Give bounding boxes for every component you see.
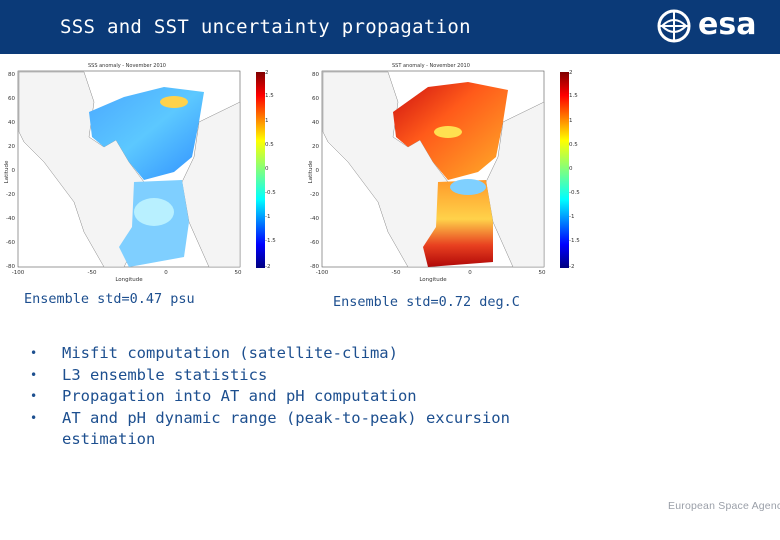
esa-logo-icon [657, 9, 691, 43]
lat-tick: 0 [12, 168, 16, 174]
lat-tick: 80 [8, 72, 15, 78]
sss-anomaly-patch [160, 96, 188, 108]
longitude-ticks: -100 -50 0 50 [316, 270, 546, 276]
footer-agency-name: European Space Agency [668, 500, 780, 512]
lon-tick: -100 [316, 270, 329, 276]
sst-anomaly-patch [450, 179, 486, 195]
colorbar-tick: -1 [265, 214, 270, 220]
colorbar-tick: 2 [265, 70, 269, 76]
colorbar-tick: 1 [265, 118, 269, 124]
colorbar-tick: 0.5 [265, 142, 274, 148]
sst-map-svg: SST anomaly - November 2010 80 60 40 20 … [308, 63, 546, 283]
esa-logo: esa [654, 6, 766, 46]
lat-tick: -80 [6, 264, 15, 270]
bullet-item: AT and pH dynamic range (peak-to-peak) e… [30, 408, 530, 451]
esa-logo-text: esa [698, 7, 757, 42]
lat-tick: -40 [6, 216, 15, 222]
header-bar: SSS and SST uncertainty propagation esa [0, 0, 780, 54]
sss-anomaly-patch [134, 198, 174, 226]
colorbar-tick: 1 [569, 118, 573, 124]
lon-tick: 50 [235, 270, 242, 276]
bullet-list: Misfit computation (satellite-clima) L3 … [30, 343, 530, 451]
lat-tick: -40 [310, 216, 319, 222]
lon-tick: 50 [539, 270, 546, 276]
lat-tick: -60 [6, 240, 15, 246]
colorbar-tick: -0.5 [265, 190, 276, 196]
sss-colorbar-ticks: 2 1.5 1 0.5 0 -0.5 -1 -1.5 -2 [265, 70, 276, 270]
africa-europe-landmass [181, 101, 241, 268]
lon-tick: 0 [164, 270, 168, 276]
sss-caption: Ensemble std=0.47 psu [24, 291, 195, 307]
y-axis-label: Latitude [4, 160, 10, 183]
lon-tick: 0 [468, 270, 472, 276]
bullet-item: Propagation into AT and pH computation [30, 386, 530, 408]
sss-map-figure: SSS anomaly - November 2010 80 60 40 20 … [4, 62, 244, 284]
colorbar-tick: -2 [569, 264, 574, 270]
sst-map-figure: SST anomaly - November 2010 80 60 40 20 … [308, 62, 548, 284]
lat-tick: -80 [310, 264, 319, 270]
colorbar-tick: -1.5 [569, 238, 580, 244]
south-atlantic-sst-field [423, 180, 493, 267]
colorbar-tick: -1.5 [265, 238, 276, 244]
lon-tick: -100 [12, 270, 25, 276]
colorbar-tick: -2 [265, 264, 270, 270]
lat-tick: -60 [310, 240, 319, 246]
x-axis-label: Longitude [419, 277, 447, 283]
y-axis-label: Latitude [308, 160, 314, 183]
colorbar-tick: 0 [265, 166, 269, 172]
colorbar-tick: 2 [569, 70, 573, 76]
x-axis-label: Longitude [115, 277, 143, 283]
sst-anomaly-patch [434, 126, 462, 138]
lat-tick: -20 [310, 192, 319, 198]
page-title: SSS and SST uncertainty propagation [60, 16, 471, 38]
lat-tick: 40 [8, 120, 15, 126]
sst-caption: Ensemble std=0.72 deg.C [333, 294, 520, 310]
longitude-ticks: -100 -50 0 50 [12, 270, 242, 276]
sst-colorbar-ticks: 2 1.5 1 0.5 0 -0.5 -1 -1.5 -2 [569, 70, 580, 270]
bullet-item: L3 ensemble statistics [30, 365, 530, 387]
lat-tick: 20 [8, 144, 15, 150]
sst-colorbar [560, 72, 569, 268]
latitude-ticks: 80 60 40 20 0 -20 -40 -60 -80 [310, 72, 319, 270]
colorbar-tick: 0.5 [569, 142, 578, 148]
lat-tick: 40 [312, 120, 319, 126]
latitude-ticks: 80 60 40 20 0 -20 -40 -60 -80 [6, 72, 15, 270]
bullet-item: Misfit computation (satellite-clima) [30, 343, 530, 365]
lon-tick: -50 [392, 270, 401, 276]
map-title: SSS anomaly - November 2010 [88, 63, 166, 69]
colorbar-tick: 1.5 [569, 93, 578, 99]
lat-tick: 80 [312, 72, 319, 78]
sss-colorbar [256, 72, 265, 268]
colorbar-tick: 1.5 [265, 93, 274, 99]
lat-tick: -20 [6, 192, 15, 198]
lon-tick: -50 [88, 270, 97, 276]
map-title: SST anomaly - November 2010 [392, 63, 470, 69]
lat-tick: 60 [8, 96, 15, 102]
lat-tick: 20 [312, 144, 319, 150]
sss-map-svg: SSS anomaly - November 2010 80 60 40 20 … [4, 63, 242, 283]
lat-tick: 0 [316, 168, 320, 174]
lat-tick: 60 [312, 96, 319, 102]
africa-europe-landmass [485, 101, 545, 268]
colorbar-tick: 0 [569, 166, 573, 172]
colorbar-tick: -1 [569, 214, 574, 220]
colorbar-tick: -0.5 [569, 190, 580, 196]
north-atlantic-sss-field [89, 87, 204, 180]
